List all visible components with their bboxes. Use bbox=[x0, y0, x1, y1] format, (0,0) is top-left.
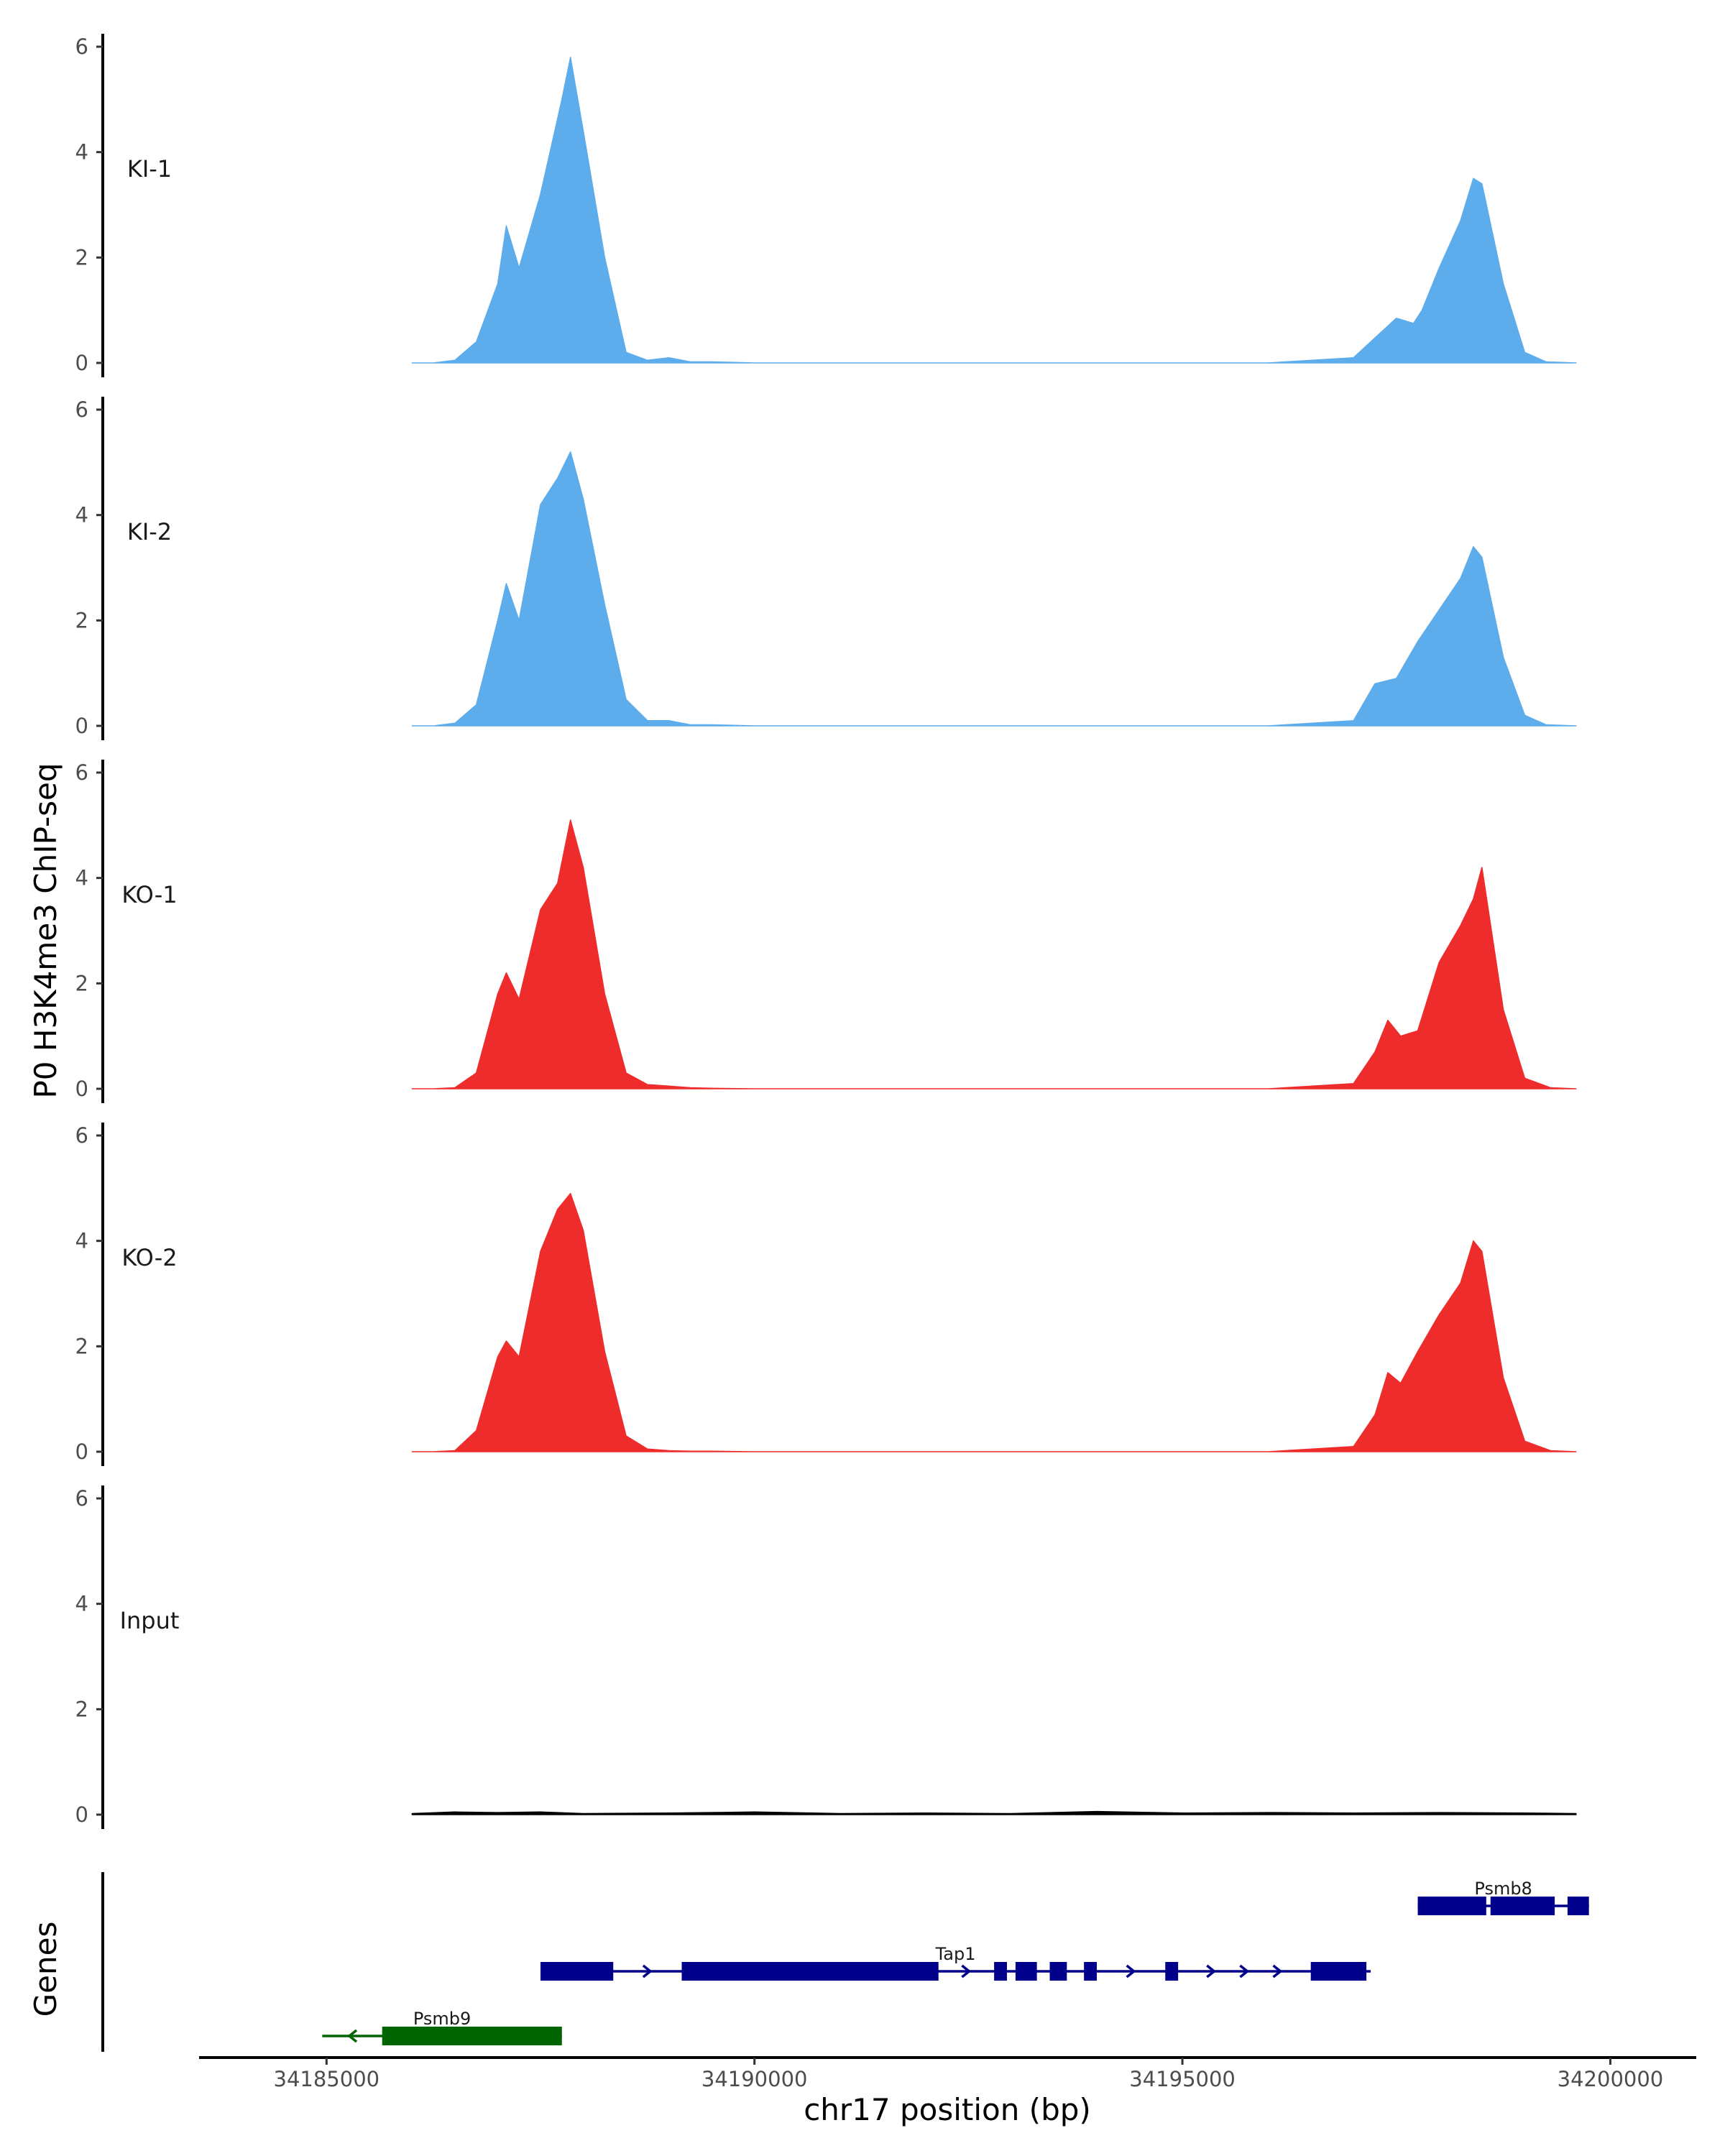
strand-arrow bbox=[1206, 1964, 1217, 1978]
track-label: KI-2 bbox=[127, 518, 172, 545]
y-tick-label: 2 bbox=[75, 1334, 88, 1358]
gene-exon bbox=[1490, 1897, 1555, 1915]
track-ki-1: 0 2 4 6 KI-1 bbox=[75, 34, 1577, 377]
signal-area bbox=[411, 56, 1577, 364]
gene-exon bbox=[382, 2027, 562, 2045]
strand-arrow bbox=[347, 2029, 358, 2043]
gene-exon bbox=[1084, 1962, 1097, 1981]
gene-exon bbox=[994, 1962, 1007, 1981]
gene-tap1: Tap1 bbox=[540, 1944, 1371, 1981]
x-tick-label: 34190000 bbox=[702, 2067, 808, 2091]
y-tick-label: 6 bbox=[75, 1123, 88, 1148]
y-tick-label: 2 bbox=[75, 971, 88, 995]
gene-exon bbox=[540, 1962, 614, 1981]
y-tick-label: 0 bbox=[75, 1802, 88, 1827]
track-panels: 0 2 4 6 KI-1 0 2 4 6 KI-2 0 2 4 6 KO-1 0 2 4 6 KO-2 0 2 4 6 Inpu… bbox=[75, 34, 1577, 1829]
y-tick-label: 2 bbox=[75, 245, 88, 270]
track-label: KI-1 bbox=[127, 155, 172, 183]
x-axis: 34185000 34190000 34195000 34200000 bbox=[199, 2056, 1696, 2091]
signal-area bbox=[411, 451, 1577, 727]
track-ki-2: 0 2 4 6 KI-2 bbox=[75, 397, 1577, 740]
gene-exon bbox=[1567, 1897, 1589, 1915]
y-axis-title: P0 H3K4me3 ChIP-seq bbox=[28, 763, 63, 1098]
y-tick-label: 6 bbox=[75, 760, 88, 785]
track-label: KO-2 bbox=[121, 1244, 177, 1271]
y-tick-label: 0 bbox=[75, 1077, 88, 1101]
track-label: Input bbox=[120, 1607, 180, 1634]
gene-exon bbox=[1417, 1897, 1486, 1915]
y-tick-label: 4 bbox=[75, 866, 88, 890]
strand-arrow bbox=[1272, 1964, 1283, 1978]
y-tick-label: 6 bbox=[75, 34, 88, 59]
y-tick-label: 4 bbox=[75, 1592, 88, 1616]
signal-area bbox=[411, 1810, 1577, 1815]
y-tick-label: 6 bbox=[75, 1486, 88, 1511]
gene-label: Psmb8 bbox=[1474, 1879, 1532, 1899]
y-tick-label: 2 bbox=[75, 608, 88, 632]
gene-psmb9: Psmb9 bbox=[322, 2009, 562, 2045]
signal-area bbox=[411, 819, 1577, 1089]
strand-arrow bbox=[1239, 1964, 1250, 1978]
y-tick-label: 4 bbox=[75, 140, 88, 165]
x-tick-label: 34185000 bbox=[274, 2067, 380, 2091]
gene-exon bbox=[681, 1962, 939, 1981]
y-tick-label: 0 bbox=[75, 1439, 88, 1464]
gene-exon bbox=[1310, 1962, 1367, 1981]
gene-label: Tap1 bbox=[935, 1944, 976, 1964]
gene-exon bbox=[1165, 1962, 1179, 1981]
gene-exon bbox=[1015, 1962, 1037, 1981]
y-tick-label: 4 bbox=[75, 1229, 88, 1253]
track-ko-1: 0 2 4 6 KO-1 bbox=[75, 760, 1577, 1103]
strand-arrow bbox=[1126, 1964, 1136, 1978]
y-tick-label: 4 bbox=[75, 503, 88, 528]
track-ko-2: 0 2 4 6 KO-2 bbox=[75, 1123, 1577, 1466]
y-tick-label: 2 bbox=[75, 1697, 88, 1721]
x-tick-label: 34200000 bbox=[1558, 2067, 1664, 2091]
gene-panel-title: Genes bbox=[28, 1922, 63, 2017]
gene-panel: Psmb8 Tap1 Psmb9 bbox=[101, 1872, 1589, 2052]
y-tick-label: 6 bbox=[75, 397, 88, 422]
y-tick-label: 0 bbox=[75, 714, 88, 738]
gene-exon bbox=[1049, 1962, 1067, 1981]
strand-arrow bbox=[642, 1964, 653, 1978]
gene-psmb8: Psmb8 bbox=[1417, 1879, 1589, 1915]
track-label: KO-1 bbox=[121, 881, 177, 908]
signal-area bbox=[411, 1192, 1577, 1452]
strand-arrow bbox=[961, 1964, 972, 1978]
track-input: 0 2 4 6 Input bbox=[75, 1485, 1577, 1829]
x-tick-label: 34195000 bbox=[1129, 2067, 1236, 2091]
gene-label: Psmb9 bbox=[413, 2009, 471, 2029]
y-tick-label: 0 bbox=[75, 351, 88, 375]
x-axis-title: chr17 position (bp) bbox=[804, 2092, 1091, 2127]
